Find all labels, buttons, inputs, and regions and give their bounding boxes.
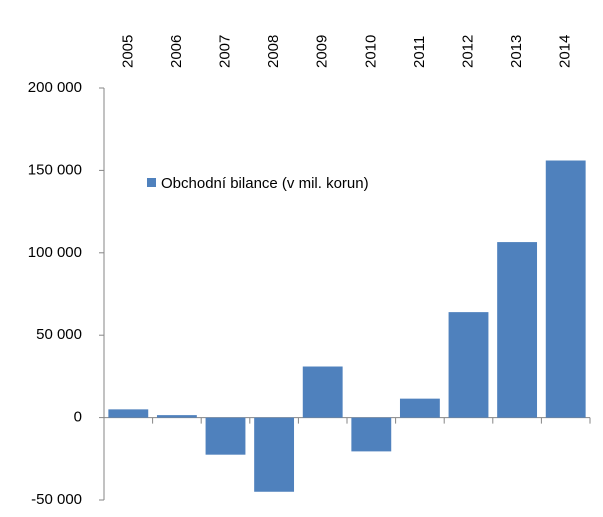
bar: [497, 242, 538, 418]
bar: [254, 417, 295, 492]
bar: [302, 366, 343, 418]
y-tick-label: -50 000: [31, 491, 82, 508]
y-tick-label: 50 000: [36, 326, 82, 343]
bar: [399, 398, 440, 418]
x-tick-label: 2005: [119, 35, 136, 68]
y-tick-label: 200 000: [28, 79, 82, 96]
legend-swatch: [147, 178, 156, 187]
bar: [205, 417, 246, 455]
x-tick-label: 2014: [557, 35, 574, 68]
x-tick-label: 2008: [265, 35, 282, 68]
x-tick-label: 2006: [168, 35, 185, 68]
x-tick-label: 2012: [459, 35, 476, 68]
bar: [108, 409, 149, 418]
bar: [351, 417, 392, 452]
x-tick-label: 2007: [216, 35, 233, 68]
legend-label: Obchodní bilance (v mil. korun): [161, 175, 369, 192]
x-tick-label: 2010: [362, 35, 379, 68]
bar: [156, 415, 197, 418]
y-tick-label: 150 000: [28, 161, 82, 178]
bar: [545, 160, 586, 418]
x-tick-label: 2011: [411, 36, 428, 68]
bar: [448, 312, 489, 418]
y-tick-label: 100 000: [28, 244, 82, 261]
y-tick-label: 0: [74, 409, 82, 426]
x-tick-label: 2013: [508, 35, 525, 68]
x-tick-label: 2009: [314, 35, 331, 68]
